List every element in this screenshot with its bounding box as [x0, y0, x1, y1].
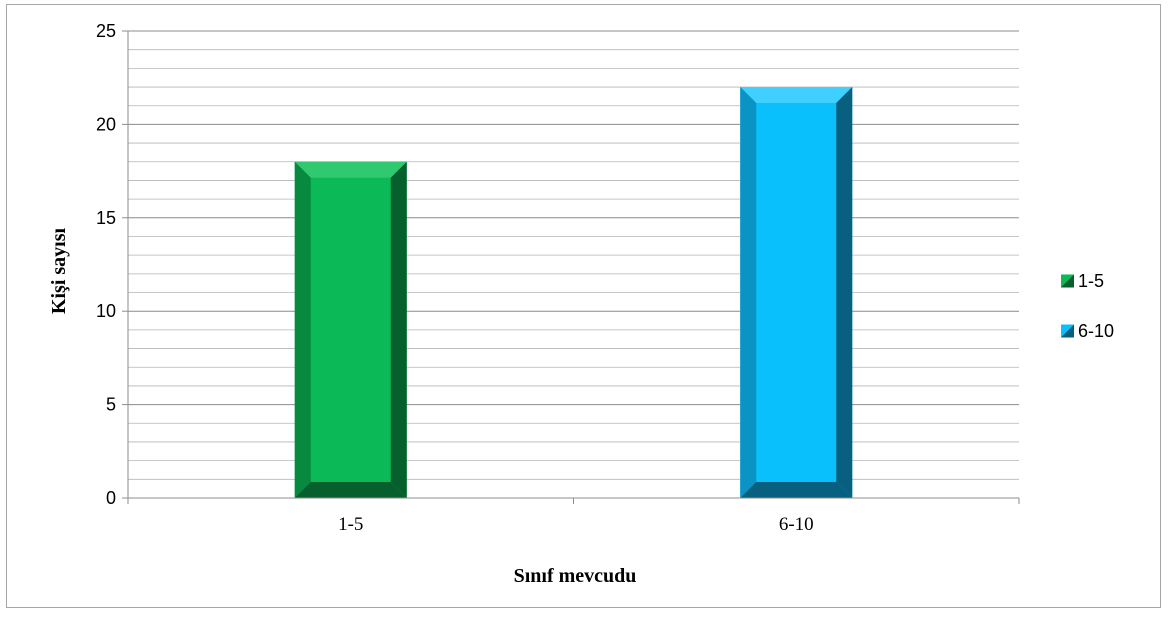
bar-bevel-right — [836, 87, 853, 498]
bar-bevel-right — [390, 161, 407, 498]
bar-bevel-bottom — [294, 482, 407, 498]
legend-swatch-shade — [1061, 274, 1074, 288]
y-tick-label: 0 — [106, 488, 116, 508]
bar-6-10 — [740, 87, 853, 498]
bar-bevel-bottom — [740, 482, 853, 498]
y-tick-label: 20 — [96, 114, 116, 134]
y-tick-labels: 0 5 10 15 20 25 — [96, 21, 116, 508]
legend-item-6-10: 6-10 — [1061, 321, 1114, 341]
x-tick-labels: 1-5 6-10 — [338, 514, 814, 535]
y-tick-label: 10 — [96, 301, 116, 321]
legend-item-1-5: 1-5 — [1061, 271, 1104, 291]
grid-lines — [128, 30, 1019, 499]
bar-1-5 — [294, 161, 407, 498]
bar-bevel-left — [740, 87, 757, 498]
bar-face — [740, 87, 853, 498]
bar-face — [294, 161, 407, 498]
legend-label: 1-5 — [1078, 271, 1104, 291]
x-tick-label: 6-10 — [779, 514, 814, 535]
legend-swatch-shade — [1061, 324, 1074, 338]
y-tick-label: 25 — [96, 21, 116, 41]
legend: 1-5 6-10 — [1061, 271, 1114, 341]
y-tick-label: 5 — [106, 395, 116, 415]
x-tick-label: 1-5 — [338, 514, 363, 535]
chart-frame — [6, 4, 1161, 608]
bar-bevel-left — [294, 161, 311, 498]
bar-bevel-top — [740, 87, 853, 104]
y-tick-label: 15 — [96, 208, 116, 228]
bar-bevel-top — [294, 161, 407, 178]
y-axis-title: Kişi sayısı — [48, 227, 70, 314]
x-axis-title: Sınıf mevcudu — [514, 565, 637, 587]
legend-label: 6-10 — [1078, 321, 1114, 341]
axes-group — [122, 30, 1020, 504]
bars-group — [294, 87, 853, 498]
